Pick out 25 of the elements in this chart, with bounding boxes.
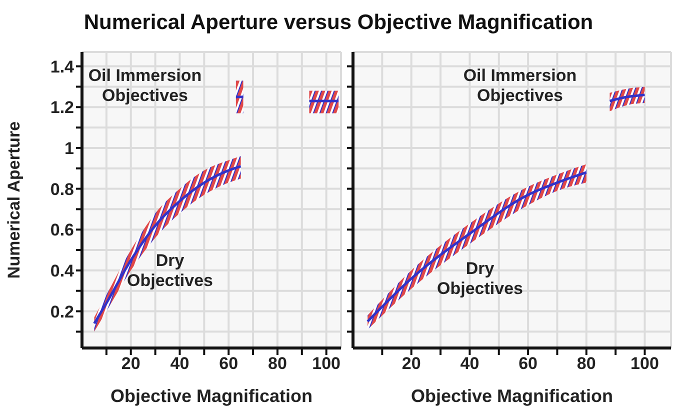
x-tick-label: 80	[268, 354, 287, 374]
annotation: Oil Immersion Objectives	[463, 66, 577, 106]
y-tick-label: 0.6	[50, 220, 74, 240]
y-tick-label: 0.2	[50, 302, 74, 322]
x-tick-label: 20	[121, 354, 140, 374]
x-tick-label: 60	[518, 354, 538, 374]
y-tick-label: 0.4	[50, 261, 75, 280]
y-tick-label: 1.2	[50, 98, 74, 118]
annotation: Oil Immersion Objectives	[88, 66, 202, 106]
chart-title: Numerical Aperture versus Objective Magnification	[82, 10, 594, 36]
y-tick-label: 0.8	[50, 180, 74, 199]
y-axis-title: Numerical Aperture	[4, 121, 24, 279]
x-tick-label: 100	[630, 354, 659, 374]
x-tick-label: 40	[460, 354, 480, 374]
x-tick-label: 60	[219, 354, 238, 374]
x-tick-label: 20	[402, 354, 421, 374]
x-axis-title: Objective Magnification	[410, 386, 614, 406]
y-tick-label: 1	[64, 138, 74, 158]
x-tick-label: 100	[312, 354, 341, 374]
x-tick-label: 40	[170, 354, 190, 374]
annotation: Dry Objectives	[437, 259, 523, 299]
x-axis-title: Objective Magnification	[110, 386, 313, 406]
y-tick-label: 1.4	[50, 57, 75, 76]
annotation: Dry Objectives	[127, 251, 213, 291]
x-tick-label: 80	[576, 354, 596, 374]
